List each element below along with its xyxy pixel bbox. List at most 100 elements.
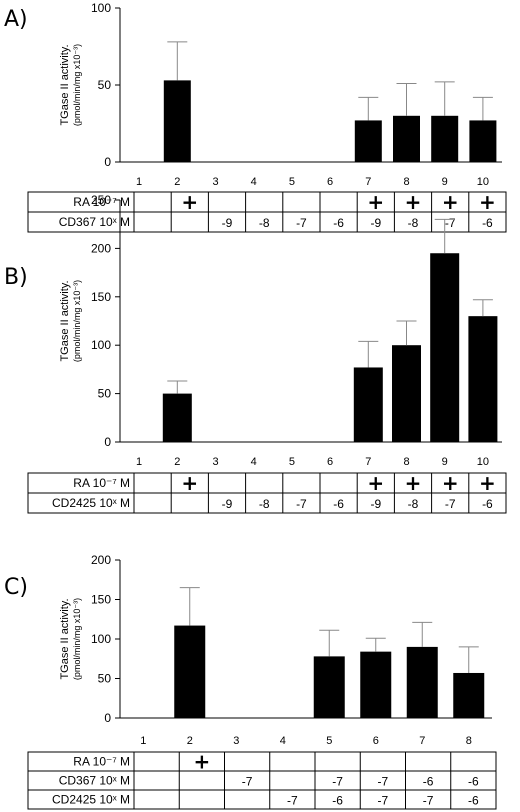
table-cell: -6	[468, 794, 479, 808]
table-cell: -7	[242, 775, 253, 789]
x-tick-label: 2	[187, 735, 193, 747]
x-tick-label: 5	[326, 735, 332, 747]
y-tick-label: 0	[104, 711, 111, 725]
y-tick-label: 0	[104, 155, 111, 169]
table-cell-plus: +	[405, 471, 422, 495]
table-row-label: CD2425 10ˣ M	[52, 496, 130, 510]
panel-label: C)	[4, 575, 28, 600]
bar	[163, 80, 191, 162]
bar	[406, 646, 438, 718]
panel-label: B)	[4, 265, 28, 290]
x-tick-label: 8	[466, 735, 472, 747]
y-tick-label: 100	[91, 338, 111, 352]
y-axis-unit: (pmol/min/mg x10⁻³)	[72, 280, 82, 362]
y-tick-label: 250	[91, 193, 111, 207]
x-tick-label: 4	[280, 735, 286, 747]
panel-a: A) TGase II activity. (pmol/min/mg x10⁻³) 0…	[4, 1, 507, 233]
y-tick-label: 0	[104, 435, 111, 449]
x-tick-label: 6	[327, 176, 333, 188]
bar	[453, 672, 485, 718]
table-cell-plus: +	[479, 190, 496, 214]
x-tick-label: 1	[136, 456, 142, 468]
bar	[393, 115, 420, 162]
table-cell-plus: +	[442, 471, 459, 495]
table-cell: -7	[423, 794, 434, 808]
table-cell: -7	[287, 794, 298, 808]
treatment-table: RA 10⁻⁷ M + + + + + CD2425 10ˣ M -9 -8 -7 -6 -9 -8 -7…	[27, 471, 507, 514]
y-tick-label: 100	[91, 632, 111, 646]
bar	[174, 625, 206, 718]
x-tick-label: 3	[212, 456, 218, 468]
table-cell: -7	[445, 497, 456, 511]
x-tick-label: 2	[174, 176, 180, 188]
table-cell-plus: +	[405, 190, 422, 214]
table-cell: -9	[222, 497, 233, 511]
y-tick-label: 200	[91, 553, 111, 567]
table-cell: -6	[333, 497, 344, 511]
bar	[162, 393, 192, 442]
table-cell: -6	[333, 216, 344, 230]
bar	[353, 367, 383, 442]
table-row-label: RA 10⁻⁷ M	[73, 195, 130, 209]
table-cell: -6	[468, 775, 479, 789]
x-tick-label: 1	[140, 735, 146, 747]
y-tick-label: 150	[91, 593, 111, 607]
table-row-label: CD367 10ˣ M	[59, 215, 130, 229]
table-cell: -7	[378, 794, 389, 808]
y-axis-unit: (pmol/min/mg x10⁻³)	[72, 598, 82, 680]
table-row-label: CD367 10ˣ M	[59, 774, 130, 788]
table-cell: -6	[332, 794, 343, 808]
bar	[360, 651, 392, 718]
x-tick-label: 4	[251, 456, 257, 468]
bar	[468, 316, 498, 442]
x-tick-label: 7	[419, 735, 425, 747]
treatment-table: RA 10⁻⁷ M + + + + + CD367 10ˣ M -9 -8 -7 -6 -9 -8 -7 -…	[27, 190, 507, 233]
table-cell: -7	[378, 775, 389, 789]
y-axis-unit: (pmol/min/mg x10⁻³)	[72, 44, 82, 126]
x-tick-label: 6	[373, 735, 379, 747]
y-axis-label: TGase II activity.	[59, 598, 71, 679]
x-tick-label: 8	[403, 456, 409, 468]
x-tick-label: 1	[136, 176, 142, 188]
table-cell-plus: +	[367, 471, 384, 495]
y-axis-label: TGase II activity.	[59, 44, 71, 125]
y-tick-label: 150	[91, 290, 111, 304]
x-tick-label: 5	[289, 176, 295, 188]
table-cell-plus: +	[181, 471, 198, 495]
x-tick-label: 5	[289, 456, 295, 468]
table-cell: -6	[482, 497, 493, 511]
y-tick-label: 50	[98, 78, 112, 92]
table-cell: -8	[259, 497, 270, 511]
y-tick-label: 50	[98, 387, 112, 401]
table-cell-plus: +	[367, 190, 384, 214]
bar	[430, 253, 460, 442]
table-cell: -8	[408, 497, 419, 511]
y-tick-label: 100	[91, 1, 111, 15]
table-cell: -9	[370, 497, 381, 511]
bar	[392, 345, 421, 442]
bar	[431, 115, 459, 162]
bar	[354, 120, 382, 162]
table-cell-plus: +	[479, 471, 496, 495]
table-border	[27, 751, 497, 810]
x-tick-label: 4	[251, 176, 257, 188]
x-tick-label: 3	[212, 176, 218, 188]
table-cell: -7	[445, 216, 456, 230]
y-axis-label: TGase II activity.	[59, 280, 71, 361]
x-tick-label: 2	[174, 456, 180, 468]
x-tick-label: 7	[365, 176, 371, 188]
panel-label: A)	[4, 7, 28, 32]
x-tick-label: 10	[477, 176, 489, 188]
table-cell-plus: +	[442, 190, 459, 214]
table-cell: -8	[408, 216, 419, 230]
table-cell: -9	[370, 216, 381, 230]
table-row-label: RA 10⁻⁷ M	[73, 755, 130, 769]
panel-c: C) TGase II activity. (pmol/min/mg x10⁻³) 0…	[4, 553, 497, 810]
treatment-table: RA 10⁻⁷ M + CD367 10ˣ M -7 -7 -7 -6 -6 CD2425 10…	[27, 750, 497, 810]
table-cell: -6	[482, 216, 493, 230]
bar	[469, 120, 497, 162]
table-cell-plus: +	[193, 750, 210, 774]
x-tick-label: 9	[442, 456, 448, 468]
table-cell: -9	[222, 216, 233, 230]
